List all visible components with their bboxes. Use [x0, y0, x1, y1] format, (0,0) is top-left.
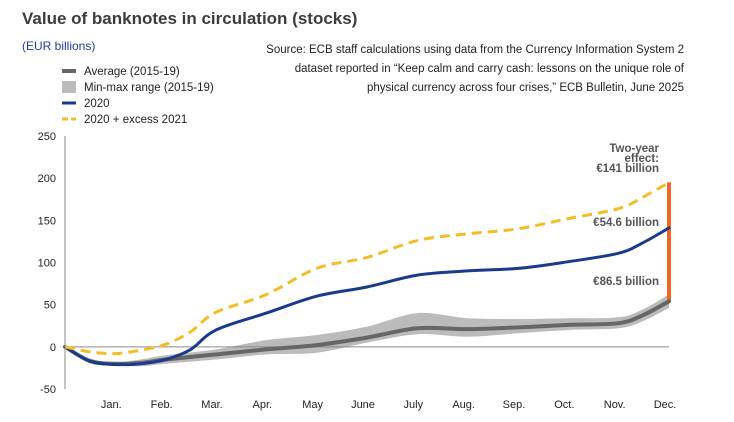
y-tick-label: 150: [38, 215, 56, 227]
x-tick-label: Sep.: [503, 399, 526, 411]
unit-label: (EUR billions): [22, 39, 96, 53]
legend: Average (2015-19) Min-max range (2015-19)…: [62, 66, 214, 126]
annotation-label: €141 billion: [596, 163, 659, 175]
x-tick-label: Nov.: [604, 399, 626, 411]
x-tick-label: Dec.: [654, 399, 677, 411]
annotation-label: effect:: [624, 153, 659, 165]
legend-label: 2020 + excess 2021: [84, 114, 187, 126]
source-line: physical currency across four crises,” E…: [366, 82, 684, 94]
y-tick-label: 250: [38, 131, 56, 143]
y-tick-label: 50: [44, 300, 56, 312]
y-tick-label: 0: [50, 342, 56, 354]
annotation-label: Two-year: [609, 143, 659, 155]
source-line: dataset reported in “Keep calm and carry…: [294, 63, 684, 75]
x-tick-label: Oct.: [554, 399, 574, 411]
x-tick-label: May: [302, 399, 323, 411]
x-tick-label: June: [351, 399, 375, 411]
legend-label: Min-max range (2015-19): [84, 82, 214, 94]
x-tick-label: Feb.: [151, 399, 173, 411]
axes: 250 200 150 100 50 0 -50 Jan. Feb. Mar. Apr. May Jun…: [38, 131, 677, 411]
x-tick-label: Jan.: [101, 399, 122, 411]
series-2020-line: [63, 226, 671, 367]
x-tick-label: Apr.: [253, 399, 273, 411]
source-note: Source: ECB staff calculations using dat…: [214, 41, 684, 98]
chart-title: Value of banknotes in circulation (stock…: [22, 9, 358, 28]
legend-label: 2020: [84, 98, 110, 110]
legend-swatch: [62, 81, 76, 93]
x-tick-label: July: [404, 399, 424, 411]
annotation-label: €86.5 billion: [593, 276, 659, 288]
source-line: Source: ECB staff calculations using dat…: [266, 44, 684, 56]
y-tick-label: 200: [38, 173, 56, 185]
series-2020-excess-2021-line: [64, 181, 670, 356]
legend-label: Average (2015-19): [84, 66, 180, 78]
annotation-label: €54.6 billion: [593, 217, 659, 229]
x-tick-label: Aug.: [452, 399, 475, 411]
y-tick-label: -50: [40, 384, 56, 396]
x-tick-label: Mar.: [201, 399, 222, 411]
y-tick-label: 100: [38, 258, 56, 270]
plot-area: [63, 181, 671, 367]
min-max-range-band: [65, 294, 669, 367]
